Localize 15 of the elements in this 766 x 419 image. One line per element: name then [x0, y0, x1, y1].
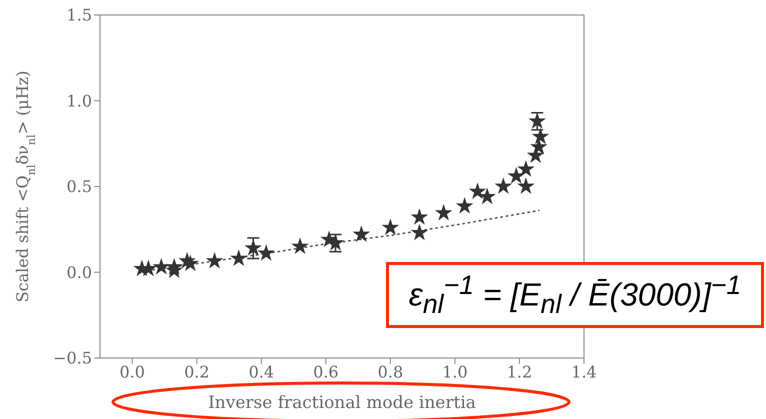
y-tick-label: −0.5: [53, 348, 92, 368]
x-tick-label: 1.2: [506, 362, 532, 382]
annotation: ε$_{nl}$$^{−1}$ = [E$_{nl}$ / Ē(3000)]$^{−1}$: [408, 270, 742, 320]
x-tick-label: 1.0: [442, 362, 468, 382]
x-tick-label: 1.4: [571, 362, 597, 382]
x-tick-label: 0.2: [184, 362, 210, 382]
x-tick-label: 0.8: [378, 362, 404, 382]
x-tick-label: 0.6: [313, 362, 339, 382]
x-axis-title: Inverse fractional mode inertia: [208, 393, 476, 413]
y-tick-label: 1.0: [66, 91, 92, 110]
x-tick-label: 0.0: [120, 362, 145, 382]
x-tick-label: 0.4: [248, 362, 274, 382]
y-tick-label: 0.0: [66, 262, 92, 282]
y-tick-label: 0.5: [66, 177, 92, 196]
y-tick-label: 1.5: [66, 6, 92, 25]
